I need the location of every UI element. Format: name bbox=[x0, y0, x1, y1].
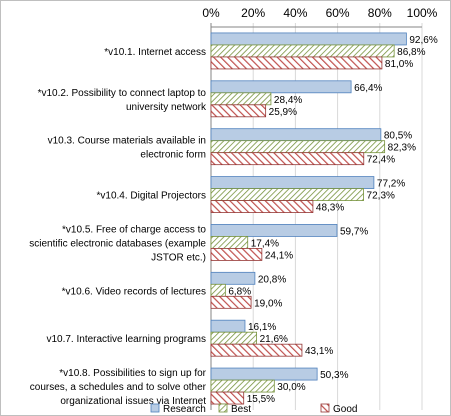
data-label: 81,0% bbox=[385, 59, 413, 70]
data-label: 86,8% bbox=[397, 47, 425, 58]
bar-best bbox=[210, 236, 249, 249]
data-label: 92,6% bbox=[409, 35, 437, 46]
legend-swatch bbox=[218, 403, 228, 413]
legend: Research Best Good bbox=[150, 403, 357, 415]
x-tick-label: 20% bbox=[241, 6, 265, 20]
category-label: *v10.2. Possibility to connect laptop to bbox=[38, 88, 207, 99]
data-label: 82,3% bbox=[388, 143, 416, 154]
bar-good bbox=[210, 248, 263, 261]
bar-good bbox=[210, 343, 303, 357]
bar-research bbox=[210, 319, 246, 333]
x-axis-ticks: 0% 20% 40% 60% 80% 100% bbox=[202, 6, 437, 20]
category-label: organizational issues via Internet bbox=[60, 396, 206, 407]
x-tick-label: 0% bbox=[202, 6, 220, 20]
legend-item-research: Research bbox=[150, 403, 206, 415]
x-tick-label: 40% bbox=[283, 6, 307, 20]
bar-best bbox=[210, 44, 395, 58]
legend-item-good: Good bbox=[320, 403, 357, 415]
x-tick-label: 80% bbox=[368, 6, 392, 20]
bar-research bbox=[210, 80, 352, 94]
bar-research bbox=[210, 224, 338, 237]
bar-research bbox=[210, 176, 375, 189]
category-label: *v10.4. Digital Projectors bbox=[97, 191, 207, 202]
data-label: 30,0% bbox=[277, 382, 305, 393]
data-label: 48,3% bbox=[316, 203, 344, 214]
bar-best bbox=[210, 283, 226, 297]
legend-label: Research bbox=[163, 404, 206, 415]
category-label: *v10.8. Possibilities to sign up for bbox=[59, 368, 206, 379]
data-label: 25,9% bbox=[269, 107, 297, 118]
category-label: v10.3. Course materials available in bbox=[48, 136, 206, 147]
data-label: 66,4% bbox=[354, 83, 382, 94]
category-label: courses, a schedules and to solve other bbox=[30, 382, 207, 393]
bar-good bbox=[210, 56, 383, 70]
category-label: v10.7. Interactive learning programs bbox=[46, 334, 206, 345]
category-label: *v10.1. Internet access bbox=[104, 47, 206, 58]
bar-good bbox=[210, 295, 252, 309]
category-labels: *v10.1. Internet access *v10.2. Possibili… bbox=[29, 47, 207, 407]
bar-best bbox=[210, 331, 257, 345]
bars bbox=[210, 32, 407, 405]
bar-best bbox=[210, 140, 386, 154]
data-label: 43,1% bbox=[305, 346, 333, 357]
legend-swatch bbox=[320, 403, 330, 413]
bar-good bbox=[210, 104, 267, 118]
bar-best bbox=[210, 188, 364, 201]
data-label: 24,1% bbox=[265, 250, 293, 261]
legend-item-best: Best bbox=[218, 403, 251, 415]
data-label: 16,1% bbox=[248, 322, 276, 333]
data-label: 59,7% bbox=[340, 226, 368, 237]
data-label: 6,8% bbox=[228, 286, 251, 297]
data-label: 80,5% bbox=[384, 131, 412, 142]
data-label: 15,5% bbox=[247, 394, 275, 405]
bar-research bbox=[210, 367, 318, 381]
data-label: 21,6% bbox=[260, 334, 288, 345]
x-tick-label: 60% bbox=[326, 6, 350, 20]
category-label: *v10.6. Video records of lectures bbox=[62, 286, 206, 297]
bar-research bbox=[210, 128, 382, 142]
data-label: 77,2% bbox=[377, 179, 405, 190]
bar-research bbox=[210, 32, 407, 46]
bar-good bbox=[210, 152, 365, 166]
data-label: 17,4% bbox=[251, 238, 279, 249]
bar-good bbox=[210, 200, 314, 213]
data-label: 19,0% bbox=[254, 298, 282, 309]
bar-research bbox=[210, 271, 256, 285]
category-label: electronic form bbox=[140, 150, 206, 161]
bar-good bbox=[210, 391, 245, 405]
category-label: university network bbox=[126, 102, 207, 113]
category-label: scientific electronic databases (example bbox=[29, 238, 206, 249]
data-label: 50,3% bbox=[320, 370, 348, 381]
category-label: JSTOR etc.) bbox=[151, 252, 206, 263]
legend-label: Best bbox=[231, 404, 251, 415]
x-tick-label: 100% bbox=[407, 6, 438, 20]
data-label: 28,4% bbox=[274, 95, 302, 106]
bar-best bbox=[210, 92, 272, 106]
data-label: 20,8% bbox=[258, 274, 286, 285]
category-label: *v10.5. Free of charge access to bbox=[62, 224, 206, 235]
legend-label: Good bbox=[333, 404, 357, 415]
legend-swatch bbox=[150, 403, 160, 413]
data-label: 72,3% bbox=[367, 191, 395, 202]
data-label: 72,4% bbox=[367, 155, 395, 166]
bar-best bbox=[210, 379, 275, 393]
data-labels: 92,6%86,8%81,0% 66,4% 28,4%25,9% 80,5%82,3%… bbox=[228, 35, 438, 405]
